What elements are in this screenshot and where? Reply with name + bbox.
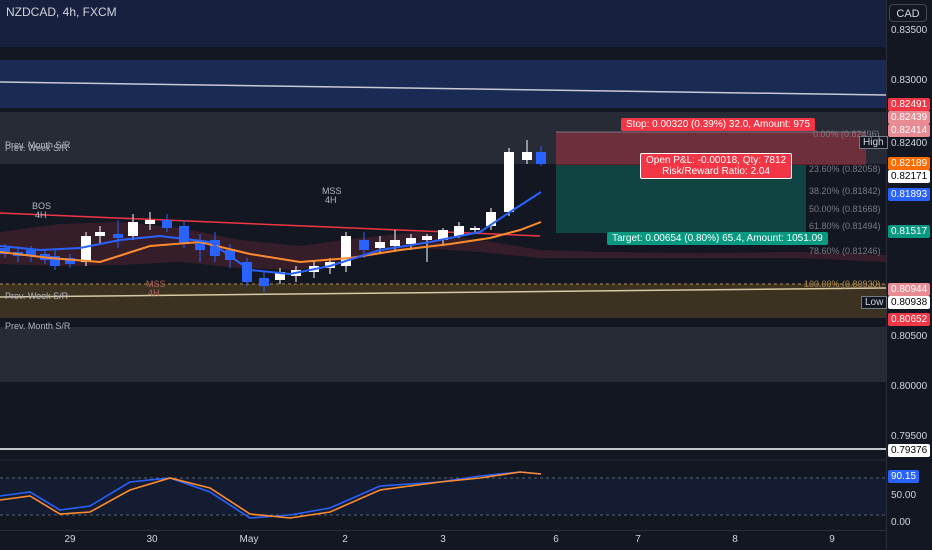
osc-band-fill <box>0 478 886 515</box>
candle-body <box>486 212 496 226</box>
target-label[interactable]: Target: 0.00654 (0.80%) 65.4, Amount: 10… <box>607 232 828 245</box>
symbol-title[interactable]: NZDCAD, 4h, FXCM <box>6 5 117 19</box>
candle-body <box>26 250 36 256</box>
candle-body <box>504 152 514 212</box>
stop-label[interactable]: Stop: 0.00320 (0.39%) 32.0, Amount: 975 <box>621 118 816 131</box>
moving-average-blue <box>0 191 542 276</box>
fib-23: 23.60% (0.82058) <box>809 164 881 174</box>
osc-tick: 0.00 <box>891 517 911 528</box>
time-tick: 6 <box>553 534 559 545</box>
prev-week-label-top: Prev. Week S/R <box>5 143 69 153</box>
fib-100: 100.00% (0.80930) <box>804 279 881 289</box>
candle-body <box>145 220 155 224</box>
price-tag-82414: 0.82414 <box>888 124 931 137</box>
candle-body <box>470 228 480 230</box>
price-tick: 0.79500 <box>891 431 928 442</box>
candle-body <box>113 234 123 238</box>
zone-top <box>0 0 886 47</box>
time-tick: 9 <box>829 534 835 545</box>
price-tag-82491: 0.82491 <box>888 98 931 111</box>
candle-body <box>359 240 369 250</box>
time-tick: 7 <box>635 534 641 545</box>
candle-body <box>390 240 400 246</box>
candle-body <box>275 272 285 280</box>
price-tick: 0.80000 <box>891 381 928 392</box>
fib-38: 38.20% (0.81842) <box>809 186 881 196</box>
candle-body <box>162 220 172 228</box>
high-label: High <box>859 136 888 149</box>
currency-button[interactable]: CAD <box>889 4 927 22</box>
candle-body <box>50 256 60 266</box>
time-tick: 8 <box>732 534 738 545</box>
price-tick: 0.80500 <box>891 331 928 342</box>
trendline-top[interactable] <box>0 81 886 96</box>
candle-body <box>259 278 269 286</box>
price-tag-82171: 0.82171 <box>888 170 931 183</box>
pnl-line-1: Open P&L: -0.00018, Qty: 7812 <box>646 155 787 166</box>
osc-value-tag: 90.15 <box>888 470 920 483</box>
stoch-k-line <box>0 471 542 519</box>
candle-body <box>65 258 75 264</box>
prev-week-label-bottom: Prev. Week S/R <box>5 291 69 301</box>
candle-body <box>179 226 189 244</box>
bos-label: BOS <box>32 201 52 211</box>
fib-61: 61.80% (0.81494) <box>809 221 881 231</box>
candle-body <box>438 230 448 240</box>
mss-low-label: MSS <box>146 279 166 289</box>
moving-average-orange <box>0 221 542 264</box>
price-chart[interactable] <box>0 0 886 530</box>
prev-month-label-top: Prev. Month S/R <box>5 140 71 150</box>
osc-tick: 50.00 <box>891 490 917 501</box>
price-tag-81893: 0.81893 <box>888 188 931 201</box>
candle-body <box>0 248 10 254</box>
trendline-bottom[interactable] <box>0 287 886 298</box>
price-tag-79376: 0.79376 <box>888 444 931 457</box>
candle-body <box>375 242 385 248</box>
mss-label: MSS <box>322 186 342 196</box>
price-tag-80944: 0.80944 <box>888 283 931 296</box>
candle-body <box>95 232 105 236</box>
candle-body <box>81 236 91 262</box>
candle-body <box>128 222 138 236</box>
price-tick: 0.82400 <box>891 138 928 149</box>
price-tick: 0.83000 <box>891 75 928 86</box>
price-tag-81517: 0.81517 <box>888 225 931 238</box>
fib-50: 50.00% (0.81668) <box>809 204 881 214</box>
time-tick: 30 <box>146 534 158 545</box>
price-tag-82439: 0.82439 <box>888 111 931 124</box>
fib-78: 78.60% (0.81246) <box>809 246 881 256</box>
candle-body <box>454 226 464 236</box>
chart-pane[interactable]: NZDCAD, 4h, FXCM Prev. Month S/R Prev. W… <box>0 0 886 530</box>
mss-timeframe: 4H <box>325 195 337 205</box>
mss-low-timeframe: 4H <box>148 288 160 298</box>
candle-body <box>422 236 432 240</box>
candle-body <box>195 242 205 250</box>
price-axis[interactable] <box>886 0 932 550</box>
price-tag-80938: 0.80938 <box>888 296 931 309</box>
candle-body <box>522 152 532 160</box>
time-tick: 29 <box>64 534 76 545</box>
candle-body <box>210 240 220 256</box>
stoch-d-line <box>0 471 542 519</box>
time-axis[interactable] <box>0 530 886 550</box>
candle-body <box>341 236 351 266</box>
pnl-label[interactable]: Open P&L: -0.00018, Qty: 7812 Risk/Rewar… <box>640 153 793 179</box>
pnl-line-2: Risk/Reward Ratio: 2.04 <box>662 166 770 177</box>
fib-0: 0.00% (0.82496) <box>813 129 880 139</box>
time-tick: 3 <box>440 534 446 545</box>
time-tick: 2 <box>342 534 348 545</box>
candle-body <box>242 262 252 282</box>
candle-body <box>536 152 546 164</box>
candle-body <box>406 238 416 244</box>
prev-month-label-bottom: Prev. Month S/R <box>5 321 71 331</box>
price-tag-82189: 0.82189 <box>888 157 931 170</box>
price-tick: 0.83500 <box>891 25 928 36</box>
red-trendline[interactable] <box>0 212 541 237</box>
prev-month-zone-bottom <box>0 327 886 382</box>
bos-timeframe: 4H <box>35 210 47 220</box>
time-tick: May <box>239 534 259 545</box>
price-tag-80652: 0.80652 <box>888 313 931 326</box>
low-label: Low <box>861 296 888 309</box>
